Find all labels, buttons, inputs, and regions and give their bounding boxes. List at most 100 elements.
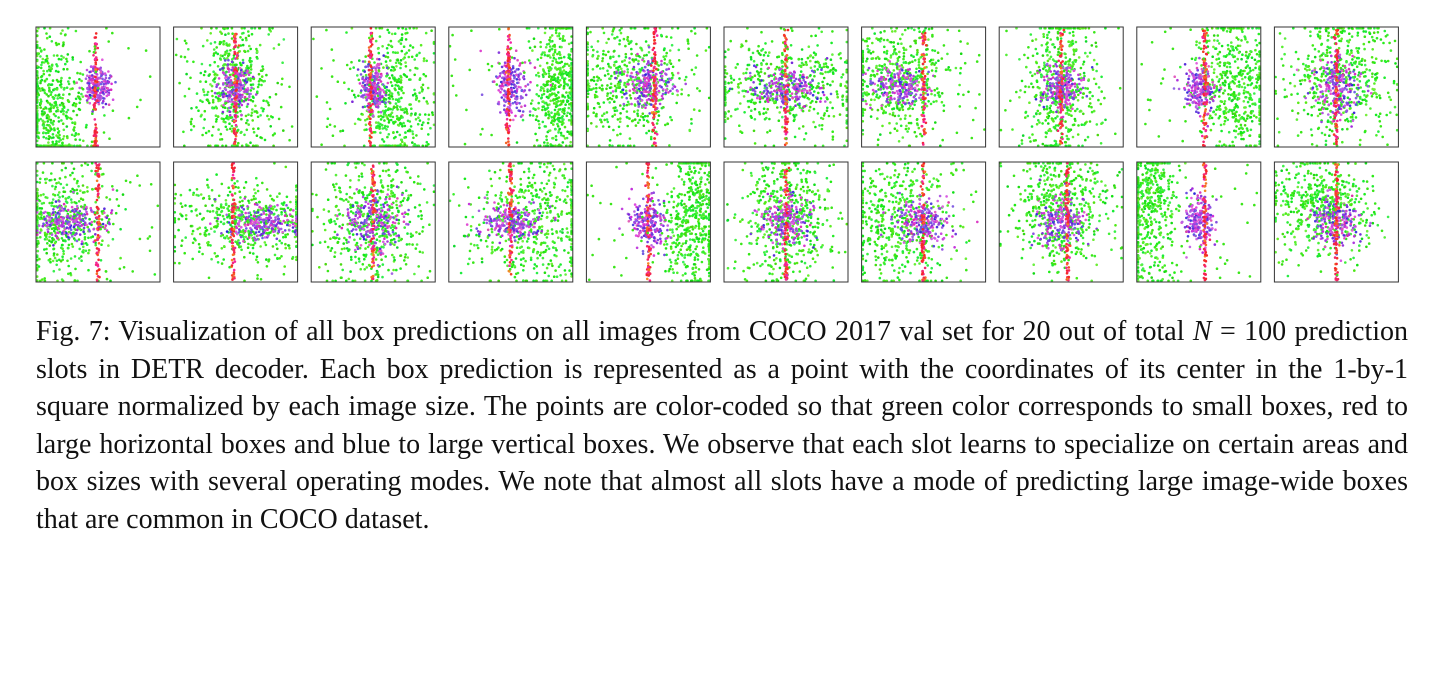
point xyxy=(552,44,555,48)
point xyxy=(64,114,68,118)
point xyxy=(39,106,42,109)
point xyxy=(800,57,804,61)
point xyxy=(912,55,915,58)
point xyxy=(787,84,790,87)
point xyxy=(876,117,879,120)
point xyxy=(542,100,545,103)
point xyxy=(875,72,879,76)
point xyxy=(52,54,56,57)
point xyxy=(822,93,826,97)
point xyxy=(226,56,229,60)
point xyxy=(245,80,249,84)
point xyxy=(174,53,178,57)
point xyxy=(42,107,45,111)
point xyxy=(824,100,827,103)
point xyxy=(233,50,236,54)
point xyxy=(378,92,381,95)
point xyxy=(257,80,261,83)
point xyxy=(628,94,632,97)
point xyxy=(898,108,901,112)
point xyxy=(35,64,39,68)
point xyxy=(550,92,554,96)
point xyxy=(562,69,566,72)
point xyxy=(533,66,537,69)
point xyxy=(212,48,216,51)
point xyxy=(250,32,254,36)
point xyxy=(871,41,874,45)
point xyxy=(49,107,52,111)
point xyxy=(597,54,600,58)
point xyxy=(605,111,609,114)
point xyxy=(512,118,515,122)
point xyxy=(414,113,417,116)
point xyxy=(616,118,620,121)
point xyxy=(74,138,77,141)
point xyxy=(758,100,762,104)
point xyxy=(35,40,39,44)
point xyxy=(37,136,40,140)
point xyxy=(514,49,518,52)
point xyxy=(649,135,653,139)
point xyxy=(617,65,620,69)
point xyxy=(750,98,754,102)
point xyxy=(633,103,637,106)
point xyxy=(809,91,812,95)
point xyxy=(550,34,554,37)
point xyxy=(360,84,364,88)
point xyxy=(790,57,793,60)
point xyxy=(248,44,251,48)
point xyxy=(344,102,347,105)
point xyxy=(765,92,768,96)
point xyxy=(556,104,559,108)
point xyxy=(403,111,406,114)
scatter-panel xyxy=(861,26,987,148)
point xyxy=(73,122,77,126)
point xyxy=(78,138,82,142)
point xyxy=(222,83,225,86)
point xyxy=(753,107,757,111)
point xyxy=(959,52,963,55)
point xyxy=(669,36,673,39)
point xyxy=(290,125,294,128)
point xyxy=(217,97,220,100)
point xyxy=(114,80,117,84)
point xyxy=(558,53,562,57)
point xyxy=(254,104,257,108)
point xyxy=(632,65,636,69)
point xyxy=(95,131,99,134)
point xyxy=(677,48,681,52)
point xyxy=(550,111,553,114)
point xyxy=(225,52,229,55)
point xyxy=(235,106,238,109)
point xyxy=(402,108,406,112)
point xyxy=(257,72,261,76)
point xyxy=(239,93,242,97)
point xyxy=(515,98,518,101)
point xyxy=(348,67,352,71)
point xyxy=(105,26,108,30)
point xyxy=(94,137,97,140)
point xyxy=(190,107,193,110)
point xyxy=(655,97,658,100)
point xyxy=(455,94,458,97)
point xyxy=(566,130,569,133)
point xyxy=(519,72,522,76)
point xyxy=(38,46,42,50)
point xyxy=(818,86,822,90)
point xyxy=(553,50,557,54)
point xyxy=(569,96,572,100)
point xyxy=(237,104,241,108)
point xyxy=(249,71,252,75)
point xyxy=(727,110,730,113)
point xyxy=(215,73,219,77)
point xyxy=(630,102,633,106)
point xyxy=(400,38,404,42)
point xyxy=(669,115,672,119)
point xyxy=(799,84,802,88)
point xyxy=(234,77,237,81)
point xyxy=(613,37,617,40)
point xyxy=(75,113,79,117)
point xyxy=(223,53,227,56)
point xyxy=(62,88,66,91)
point xyxy=(596,64,600,67)
